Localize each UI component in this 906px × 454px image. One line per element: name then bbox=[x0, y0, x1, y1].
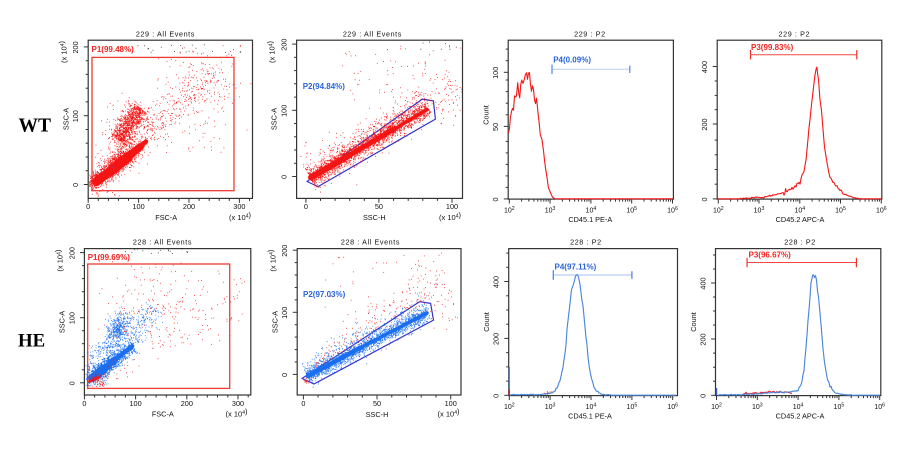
svg-text:50: 50 bbox=[375, 202, 383, 211]
svg-text:0: 0 bbox=[492, 394, 501, 398]
svg-text:0: 0 bbox=[82, 399, 86, 408]
svg-text:229 : P2: 229 : P2 bbox=[574, 29, 606, 38]
svg-text:102: 102 bbox=[504, 402, 515, 411]
svg-text:P2(97.03%): P2(97.03%) bbox=[303, 290, 346, 299]
svg-text:200: 200 bbox=[183, 202, 195, 211]
svg-text:100: 100 bbox=[133, 202, 145, 211]
svg-text:100: 100 bbox=[280, 307, 289, 319]
svg-text:100: 100 bbox=[130, 399, 142, 408]
svg-text:P3(96.67%): P3(96.67%) bbox=[749, 251, 792, 260]
svg-text:105: 105 bbox=[834, 402, 845, 411]
svg-text:103: 103 bbox=[752, 402, 763, 411]
svg-text:104: 104 bbox=[793, 402, 804, 411]
svg-text:200: 200 bbox=[280, 39, 289, 51]
svg-text:200: 200 bbox=[280, 245, 289, 257]
svg-text:(x 104): (x 104) bbox=[53, 249, 64, 271]
svg-text:100: 100 bbox=[446, 202, 458, 211]
svg-text:50: 50 bbox=[491, 123, 500, 131]
svg-text:HE: HE bbox=[18, 331, 45, 352]
svg-text:0: 0 bbox=[280, 175, 289, 179]
svg-text:102: 102 bbox=[713, 206, 724, 215]
svg-text:Count: Count bbox=[689, 312, 698, 331]
svg-text:228 : All Events: 228 : All Events bbox=[341, 238, 400, 247]
svg-text:106: 106 bbox=[874, 402, 885, 411]
svg-text:CD45.2 APC-A: CD45.2 APC-A bbox=[776, 411, 825, 420]
svg-text:200: 200 bbox=[492, 333, 501, 345]
svg-text:(x 104): (x 104) bbox=[229, 211, 251, 222]
svg-text:103: 103 bbox=[545, 402, 556, 411]
svg-text:228 : P2: 228 : P2 bbox=[570, 238, 602, 247]
svg-text:106: 106 bbox=[876, 206, 887, 215]
svg-text:(x 104): (x 104) bbox=[266, 249, 277, 271]
svg-text:50: 50 bbox=[373, 399, 381, 408]
svg-text:(x 104): (x 104) bbox=[57, 41, 68, 63]
svg-text:SSC-A: SSC-A bbox=[270, 311, 279, 333]
svg-text:CD45.1 PE-A: CD45.1 PE-A bbox=[568, 411, 612, 420]
svg-text:P3(99.83%): P3(99.83%) bbox=[751, 43, 794, 52]
svg-text:100: 100 bbox=[71, 110, 80, 122]
svg-text:100: 100 bbox=[445, 399, 457, 408]
svg-text:105: 105 bbox=[626, 206, 637, 215]
svg-text:400: 400 bbox=[700, 61, 709, 73]
svg-text:102: 102 bbox=[504, 206, 515, 215]
svg-text:(x 104): (x 104) bbox=[226, 407, 248, 418]
svg-text:0: 0 bbox=[301, 399, 305, 408]
svg-text:229 : All Events: 229 : All Events bbox=[136, 29, 195, 38]
svg-text:SSC-A: SSC-A bbox=[61, 108, 70, 130]
svg-text:CD45.1 PE-A: CD45.1 PE-A bbox=[568, 215, 612, 224]
svg-text:WT: WT bbox=[19, 115, 52, 136]
svg-text:P1(99.48%): P1(99.48%) bbox=[92, 45, 135, 54]
svg-text:Count: Count bbox=[482, 312, 491, 331]
svg-text:103: 103 bbox=[545, 206, 556, 215]
svg-text:200: 200 bbox=[700, 118, 709, 130]
svg-text:SSC-H: SSC-H bbox=[363, 213, 386, 222]
svg-text:200: 200 bbox=[71, 41, 80, 53]
svg-text:104: 104 bbox=[794, 206, 805, 215]
svg-text:(x 104): (x 104) bbox=[266, 41, 277, 63]
svg-text:(x 104): (x 104) bbox=[439, 211, 461, 222]
svg-text:103: 103 bbox=[754, 206, 765, 215]
svg-text:100: 100 bbox=[280, 105, 289, 117]
svg-text:105: 105 bbox=[627, 402, 638, 411]
svg-text:100: 100 bbox=[67, 312, 76, 324]
svg-text:400: 400 bbox=[699, 277, 708, 289]
svg-text:P2(94.84%): P2(94.84%) bbox=[303, 82, 346, 91]
svg-text:200: 200 bbox=[699, 333, 708, 345]
svg-text:P1(99.69%): P1(99.69%) bbox=[88, 253, 131, 262]
svg-text:102: 102 bbox=[711, 402, 722, 411]
svg-text:P4(97.11%): P4(97.11%) bbox=[555, 262, 597, 271]
svg-text:300: 300 bbox=[233, 202, 245, 211]
svg-text:229 : All Events: 229 : All Events bbox=[343, 29, 402, 38]
svg-text:0: 0 bbox=[280, 373, 289, 377]
svg-text:0: 0 bbox=[304, 202, 308, 211]
svg-text:0: 0 bbox=[491, 197, 500, 201]
svg-text:105: 105 bbox=[835, 206, 846, 215]
svg-text:FSC-A: FSC-A bbox=[152, 409, 174, 418]
svg-text:CD45.2 APC-A: CD45.2 APC-A bbox=[776, 215, 825, 224]
svg-text:SSC-H: SSC-H bbox=[366, 410, 389, 419]
svg-text:0: 0 bbox=[86, 202, 90, 211]
svg-text:0: 0 bbox=[700, 197, 709, 201]
svg-text:229 : P2: 229 : P2 bbox=[779, 29, 811, 38]
svg-text:(x 104): (x 104) bbox=[438, 407, 460, 418]
svg-text:Count: Count bbox=[482, 105, 491, 124]
svg-text:200: 200 bbox=[67, 247, 76, 259]
svg-text:P4(0.09%): P4(0.09%) bbox=[553, 56, 591, 65]
svg-text:100: 100 bbox=[491, 67, 500, 79]
svg-text:SSC-A: SSC-A bbox=[58, 311, 67, 333]
svg-text:400: 400 bbox=[492, 276, 501, 288]
svg-text:228 : P2: 228 : P2 bbox=[784, 238, 816, 247]
svg-text:0: 0 bbox=[67, 381, 76, 385]
svg-text:106: 106 bbox=[667, 402, 678, 411]
svg-text:104: 104 bbox=[586, 206, 597, 215]
svg-text:106: 106 bbox=[667, 206, 678, 215]
svg-text:104: 104 bbox=[586, 402, 597, 411]
svg-text:SSC-A: SSC-A bbox=[270, 108, 279, 130]
svg-text:200: 200 bbox=[181, 399, 193, 408]
svg-text:228 : All Events: 228 : All Events bbox=[133, 238, 192, 247]
svg-text:0: 0 bbox=[71, 183, 80, 187]
svg-text:FSC-A: FSC-A bbox=[155, 213, 177, 222]
svg-text:300: 300 bbox=[232, 399, 244, 408]
svg-text:0: 0 bbox=[699, 394, 708, 398]
